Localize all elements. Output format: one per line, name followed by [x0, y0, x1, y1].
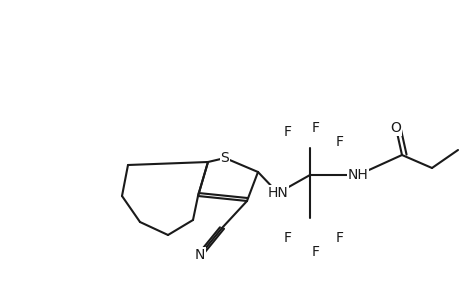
- Text: F: F: [311, 245, 319, 259]
- Text: F: F: [335, 231, 343, 245]
- Text: O: O: [390, 121, 401, 135]
- Text: HN: HN: [267, 186, 288, 200]
- Text: F: F: [311, 121, 319, 135]
- Text: F: F: [335, 135, 343, 149]
- Text: NH: NH: [347, 168, 368, 182]
- Text: F: F: [283, 231, 291, 245]
- Text: S: S: [220, 151, 229, 165]
- Text: N: N: [195, 248, 205, 262]
- Text: F: F: [283, 125, 291, 139]
